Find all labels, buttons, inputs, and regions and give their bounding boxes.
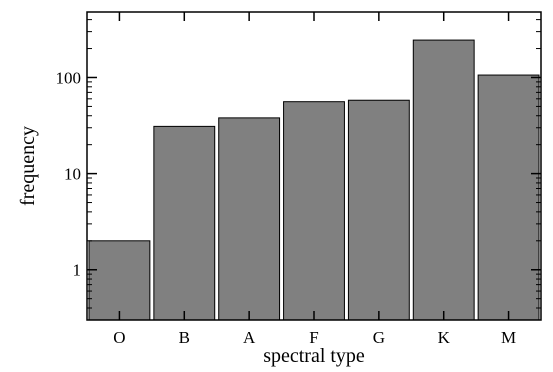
x-tick-label-O: O bbox=[113, 328, 125, 347]
bar-F bbox=[283, 101, 345, 321]
x-tick-label-G: G bbox=[373, 328, 385, 347]
x-tick-label-K: K bbox=[438, 328, 451, 347]
y-axis-label: frequency bbox=[17, 126, 39, 206]
bar-G bbox=[347, 99, 410, 321]
bar-M bbox=[477, 74, 540, 321]
bars-group bbox=[88, 39, 540, 321]
bar-O bbox=[88, 240, 151, 321]
x-tick-label-F: F bbox=[309, 328, 318, 347]
ticks-group bbox=[87, 12, 541, 321]
y-tick-label: 1 bbox=[73, 261, 82, 280]
x-axis-label: spectral type bbox=[263, 345, 365, 367]
x-tick-label-B: B bbox=[179, 328, 190, 347]
bar-K bbox=[412, 39, 475, 321]
bar-A bbox=[218, 117, 281, 321]
plot-frame bbox=[86, 11, 542, 321]
y-tick-label: 10 bbox=[64, 165, 81, 184]
labels-group: 1 10 100 O B A F G K M bbox=[56, 68, 517, 347]
y-tick-label: 100 bbox=[56, 68, 82, 87]
x-tick-label-M: M bbox=[501, 328, 516, 347]
bar-B bbox=[153, 125, 216, 321]
x-tick-label-A: A bbox=[243, 328, 256, 347]
